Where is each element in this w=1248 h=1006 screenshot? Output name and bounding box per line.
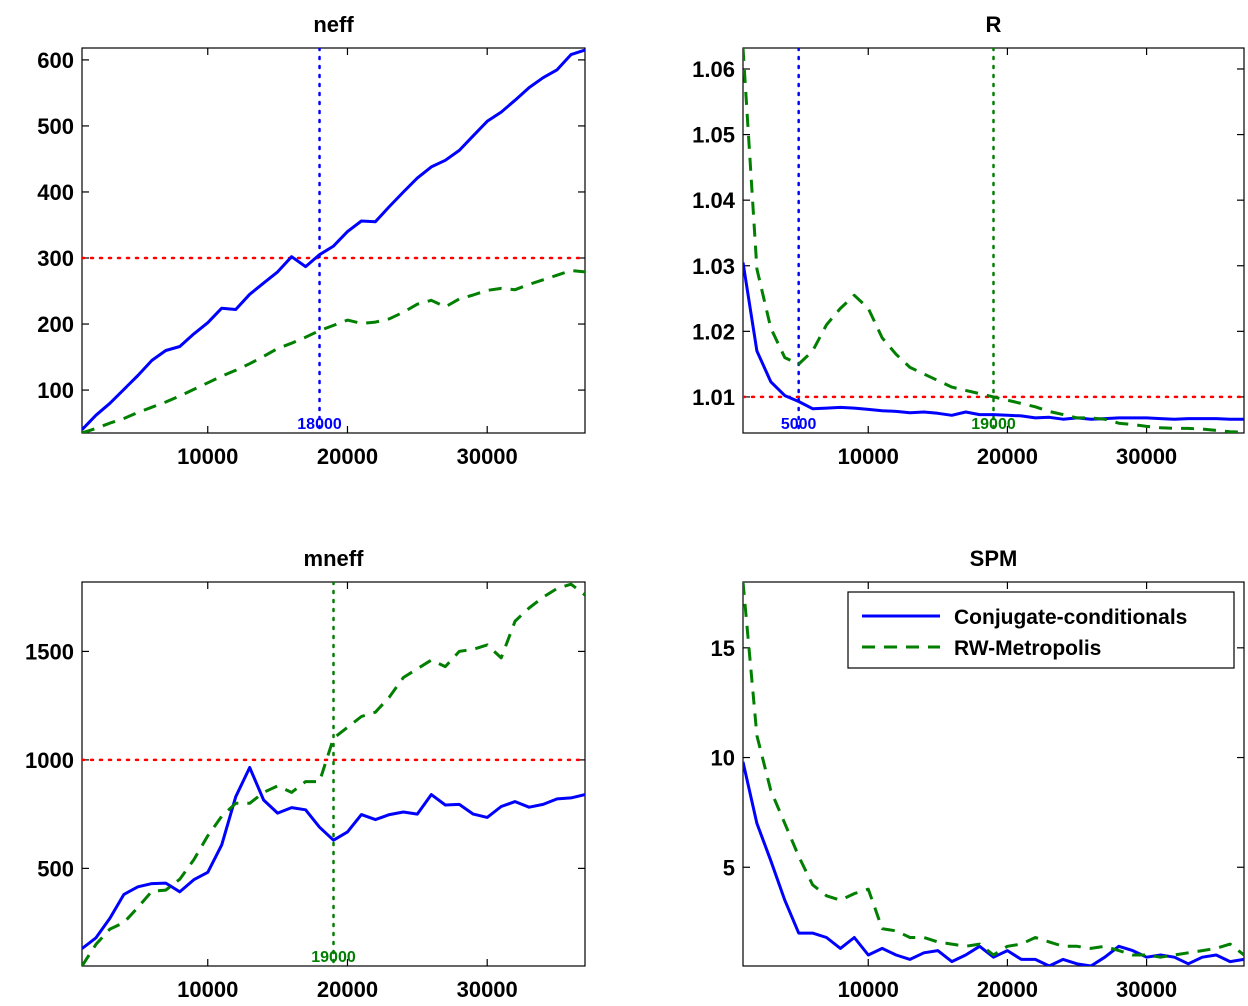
x-tick-label: 30000 bbox=[1116, 977, 1177, 1002]
x-tick-label: 30000 bbox=[457, 977, 518, 1002]
series-line-conjugate bbox=[82, 766, 585, 950]
series-line-conjugate bbox=[82, 48, 585, 431]
x-tick-label: 20000 bbox=[317, 977, 378, 1002]
vline-label: 19000 bbox=[311, 949, 356, 966]
vline-label: 5000 bbox=[781, 416, 817, 433]
x-tick-label: 10000 bbox=[838, 977, 899, 1002]
x-tick-label: 20000 bbox=[977, 444, 1038, 469]
series-line-rw bbox=[743, 48, 1244, 433]
legend: Conjugate-conditionals RW-Metropolis bbox=[847, 591, 1235, 669]
y-tick-label: 500 bbox=[37, 856, 74, 881]
x-tick-label: 20000 bbox=[317, 444, 378, 469]
plot-area bbox=[743, 48, 1244, 433]
y-tick-label: 100 bbox=[37, 378, 74, 403]
plot-area bbox=[743, 582, 1244, 966]
y-tick-label: 300 bbox=[37, 246, 74, 271]
plot-area bbox=[82, 48, 585, 433]
x-tick-label: 30000 bbox=[1116, 444, 1177, 469]
chart-panel-R: R 10000 20000 30000 1.01 1.02 1.03 1.04 1.05 1.06… bbox=[692, 12, 1245, 469]
legend-box bbox=[847, 591, 1235, 669]
y-tick-label: 5 bbox=[723, 855, 735, 880]
chart-title: R bbox=[986, 12, 1002, 37]
axes-frame bbox=[81, 47, 586, 434]
chart-panel-neff: neff 10000 20000 30000 100 200 300 400 500 600 180… bbox=[37, 12, 586, 469]
legend-label: RW-Metropolis bbox=[954, 637, 1101, 660]
x-tick-label: 20000 bbox=[977, 977, 1038, 1002]
y-tick-label: 1.05 bbox=[692, 123, 735, 148]
y-tick-label: 1.06 bbox=[692, 57, 735, 82]
series-line-conjugate bbox=[743, 761, 1244, 966]
y-tick-label: 1.03 bbox=[692, 254, 735, 279]
y-tick-label: 400 bbox=[37, 180, 74, 205]
series-line-conjugate bbox=[743, 262, 1244, 421]
x-tick-label: 10000 bbox=[177, 977, 238, 1002]
y-tick-label: 1.02 bbox=[692, 319, 735, 344]
x-tick-label: 30000 bbox=[457, 444, 518, 469]
y-tick-label: 10 bbox=[711, 746, 735, 771]
vline-label: 19000 bbox=[971, 416, 1016, 433]
series-line-rw bbox=[743, 582, 1244, 959]
chart-title: neff bbox=[313, 12, 354, 37]
chart-title: mneff bbox=[304, 546, 365, 571]
y-tick-label: 1.01 bbox=[692, 385, 735, 410]
x-tick-label: 10000 bbox=[177, 444, 238, 469]
y-tick-label: 500 bbox=[37, 114, 74, 139]
y-tick-label: 200 bbox=[37, 312, 74, 337]
y-tick-label: 1.04 bbox=[692, 188, 736, 213]
axes-frame bbox=[742, 581, 1245, 967]
y-tick-label: 15 bbox=[711, 636, 735, 661]
x-tick-label: 10000 bbox=[838, 444, 899, 469]
series-line-rw bbox=[82, 269, 585, 433]
y-tick-label: 1500 bbox=[25, 639, 74, 664]
chart-title: SPM bbox=[970, 546, 1018, 571]
legend-label: Conjugate-conditionals bbox=[954, 606, 1187, 629]
chart-panel-mneff: mneff 10000 20000 30000 500 1000 1500 19000 bbox=[25, 546, 586, 1002]
series-line-rw bbox=[82, 582, 585, 966]
plot-area bbox=[82, 582, 585, 966]
vline-label: 18000 bbox=[297, 416, 342, 433]
y-tick-label: 1000 bbox=[25, 748, 74, 773]
y-tick-label: 600 bbox=[37, 48, 74, 73]
chart-panel-SPM: SPM 10000 20000 30000 5 10 15 Conjugate-conditi… bbox=[711, 546, 1245, 1002]
